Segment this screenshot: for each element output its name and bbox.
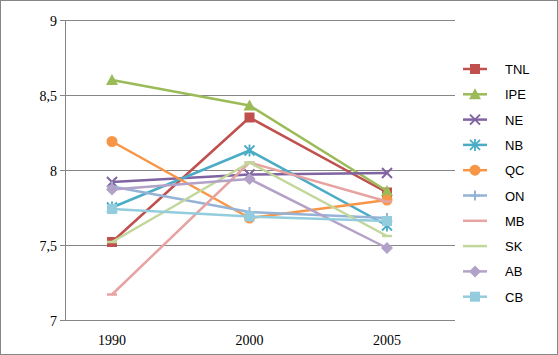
legend-marker [469,265,481,277]
legend-label: NB [505,138,523,153]
marker [244,213,255,224]
series-qc [107,136,393,224]
legend-label: NE [505,113,523,128]
marker [382,216,392,226]
x-tick-label: 2000 [236,333,264,348]
series-tnl [107,113,392,248]
x-axis [65,320,455,321]
legend-marker [470,292,480,302]
legend: TNL IPE NE NB QC ON MB SK AB CB [463,62,530,305]
legend-label: CB [505,290,523,305]
marker [381,242,393,254]
series-line [112,80,387,191]
series-line [112,179,387,248]
y-tick [60,20,65,21]
marker [245,212,255,222]
marker [107,293,117,296]
legend-marker [470,139,480,151]
marker [107,136,118,147]
marker [107,202,117,214]
marker [244,100,256,111]
y-axis [65,20,66,320]
series-mb [107,163,392,295]
legend-line [463,245,487,248]
grid-line [65,245,455,246]
legend-label: SK [505,239,523,254]
legend-marker [470,191,480,201]
legend-label: MB [505,214,525,229]
grid-line [65,320,455,321]
marker [245,161,255,164]
legend-label: TNL [505,62,530,77]
grid-line [65,20,455,21]
y-tick-label: 8,5 [40,89,58,104]
chart-svg: 7 7,5 8 8,5 9 1990 2000 2005 TNL IPE NE NB QC ON MB SK A… [0,0,558,355]
marker [106,74,118,85]
y-tick-label: 9 [50,14,57,29]
series-ipe [106,74,393,196]
series-line [112,118,387,243]
marker [106,184,118,196]
marker [382,200,392,203]
y-tick-label: 7,5 [40,239,58,254]
chart-container: 7 7,5 8 8,5 9 1990 2000 2005 TNL IPE NE NB QC ON MB SK A… [0,0,558,355]
legend-line [463,220,487,223]
marker [244,173,256,185]
chart-border [1,1,558,355]
legend-marker [470,64,480,74]
marker [382,168,392,178]
series-line [112,142,387,219]
legend-label: ON [505,189,525,204]
y-tick [60,170,65,171]
series-cb [107,204,392,226]
series-line [112,163,387,243]
legend-marker [470,115,480,125]
series-line [112,163,387,295]
legend-marker [470,165,481,176]
legend-label: IPE [505,87,526,102]
x-tick-label: 1990 [98,333,126,348]
series-ab [106,173,393,254]
marker [245,145,255,157]
series-line [112,209,387,221]
y-tick-label: 8 [50,164,57,179]
marker [245,113,255,123]
legend-marker [469,88,481,99]
marker [382,235,392,238]
plot-area [106,74,393,295]
marker [245,161,255,164]
y-tick [60,245,65,246]
y-tick [60,95,65,96]
grid-line [65,95,455,96]
x-tick-label: 2005 [373,333,401,348]
legend-label: AB [505,264,522,279]
legend-label: QC [505,163,525,178]
grid-line [65,170,455,171]
series-ne [107,168,392,187]
marker [381,185,393,196]
marker [107,241,117,244]
series-nb [107,145,392,232]
marker [107,237,117,247]
y-tick [60,320,65,321]
marker [107,204,117,214]
y-tick-label: 7 [50,314,57,329]
